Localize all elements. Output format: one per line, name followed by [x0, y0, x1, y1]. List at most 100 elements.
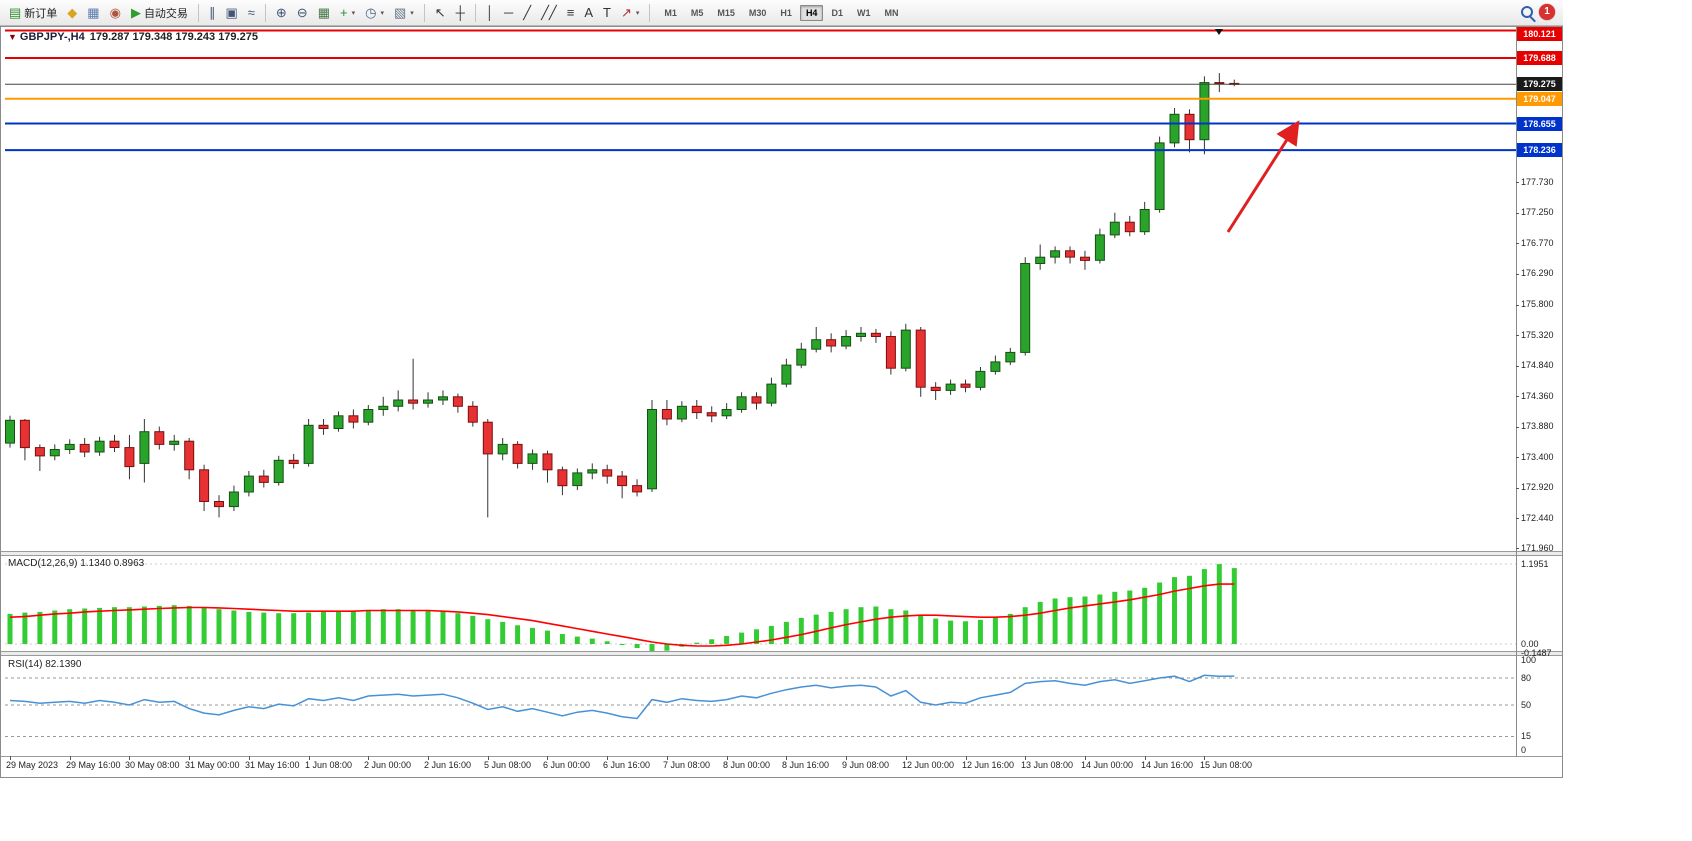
periods-icon: ◷	[365, 4, 377, 20]
line-chart-icon[interactable]: ≈	[243, 1, 260, 25]
text-label-icon[interactable]: T	[598, 1, 616, 25]
candle	[154, 431, 165, 445]
candle	[557, 469, 568, 487]
candle	[885, 336, 896, 369]
candle	[318, 424, 329, 429]
timeframe-m30[interactable]: M30	[748, 7, 767, 18]
candle	[79, 443, 90, 453]
market-watch-icon[interactable]: ◆	[62, 1, 82, 25]
zoom-in-icon[interactable]: ⊕	[271, 1, 292, 25]
crosshair-icon[interactable]: ┼	[451, 1, 470, 25]
vertical-line-icon[interactable]: │	[481, 1, 499, 25]
fibonacci-icon[interactable]: ≡	[562, 1, 580, 25]
new-order-button[interactable]: ▤ 新订单	[4, 1, 62, 25]
macd-bar	[604, 641, 610, 644]
macd-bar	[858, 607, 864, 644]
text-icon[interactable]: A	[579, 1, 598, 25]
timeframe-mn[interactable]: MN	[884, 7, 899, 18]
macd-bar	[1127, 590, 1133, 644]
macd-bar	[201, 607, 207, 644]
autotrading-button[interactable]: ▶ 自动交易	[126, 1, 193, 25]
tile-windows-icon[interactable]: ▦	[313, 1, 335, 25]
candle	[467, 405, 478, 423]
macd-bar	[530, 627, 535, 644]
new-order-icon: ▤	[9, 4, 22, 20]
timeframe-m15[interactable]: M15	[717, 7, 735, 18]
candle	[900, 329, 911, 369]
macd-bar	[768, 625, 774, 644]
candle	[64, 443, 75, 450]
macd-bar	[321, 611, 326, 644]
ohlc-values: 179.287 179.348 179.243 179.275	[89, 31, 258, 43]
candle	[542, 453, 553, 471]
tile-windows-icon: ▦	[317, 4, 330, 20]
bar-chart-icon[interactable]: ∥	[204, 1, 221, 25]
macd-bar	[1172, 577, 1177, 644]
templates-icon[interactable]: ▧ ▾	[389, 1, 419, 25]
search-icon[interactable]	[1521, 6, 1533, 18]
collapse-icon[interactable]: ▼	[8, 32, 17, 42]
candle	[5, 419, 15, 444]
macd-bar	[276, 613, 282, 644]
candle	[49, 449, 60, 457]
timeframe-m1[interactable]: M1	[664, 7, 677, 18]
cursor-icon[interactable]: ↖	[430, 1, 451, 25]
timeframe-h1[interactable]: H1	[780, 7, 792, 18]
macd-bar	[186, 605, 192, 644]
notification-badge[interactable]: 1	[1539, 4, 1555, 20]
zoom-out-icon[interactable]: ⊖	[292, 1, 313, 25]
macd-bar	[500, 621, 506, 644]
macd-bar	[1037, 601, 1043, 644]
arrows-icon[interactable]: ↗ ▾	[616, 1, 644, 25]
candle	[617, 475, 628, 487]
macd-bar	[903, 610, 909, 644]
candle	[602, 469, 613, 477]
macd-bar	[291, 613, 297, 644]
candle	[721, 409, 732, 417]
candlestick-chart-icon[interactable]: ▣	[220, 1, 242, 25]
candle	[512, 443, 523, 464]
refresh-icon[interactable]: ◉	[105, 1, 126, 25]
timeframe-h4[interactable]: H4	[799, 4, 824, 21]
candle	[990, 361, 1001, 372]
periods-icon[interactable]: ◷ ▾	[360, 1, 389, 25]
candle	[1124, 221, 1135, 233]
annotation-arrow[interactable]	[1226, 120, 1300, 233]
timeframe-m5[interactable]: M5	[690, 7, 704, 18]
candle	[870, 332, 881, 337]
macd-bar	[724, 636, 730, 644]
channel-icon[interactable]: ╱╱	[536, 1, 562, 25]
horizontal-line-icon[interactable]: ─	[499, 1, 518, 25]
macd-bar	[261, 612, 267, 644]
macd-bar	[126, 607, 132, 644]
macd-bar	[1157, 582, 1163, 644]
macd-bar	[992, 617, 998, 644]
macd-bar	[365, 609, 371, 644]
macd-bar	[1097, 594, 1103, 644]
macd-bar	[649, 644, 655, 654]
vertical-line-icon: │	[485, 4, 495, 20]
macd-bar	[634, 644, 640, 648]
indicators-icon[interactable]: + ▾	[335, 1, 360, 25]
candle	[1199, 82, 1210, 141]
timeframe-w1[interactable]: W1	[856, 7, 871, 18]
autotrading-button-label: 自动交易	[143, 7, 188, 20]
print-icon[interactable]: ▦	[82, 1, 104, 25]
macd-bar	[1187, 575, 1192, 644]
timeframe-d1[interactable]: D1	[831, 7, 843, 18]
candle	[169, 440, 180, 445]
toolbar-separator	[649, 3, 651, 22]
candle	[781, 364, 792, 385]
trendline-icon[interactable]: ╱	[518, 1, 536, 25]
candle	[572, 472, 583, 487]
chevron-down-icon: ▾	[635, 9, 640, 17]
candle	[438, 396, 448, 401]
candle	[960, 383, 971, 388]
macd-signal-line	[9, 583, 1235, 647]
crosshair-icon: ┼	[455, 4, 465, 20]
chevron-down-icon: ▾	[380, 9, 384, 17]
candle	[736, 396, 747, 410]
macd-bar	[1067, 597, 1073, 644]
candle	[826, 339, 837, 347]
candle	[482, 421, 493, 455]
